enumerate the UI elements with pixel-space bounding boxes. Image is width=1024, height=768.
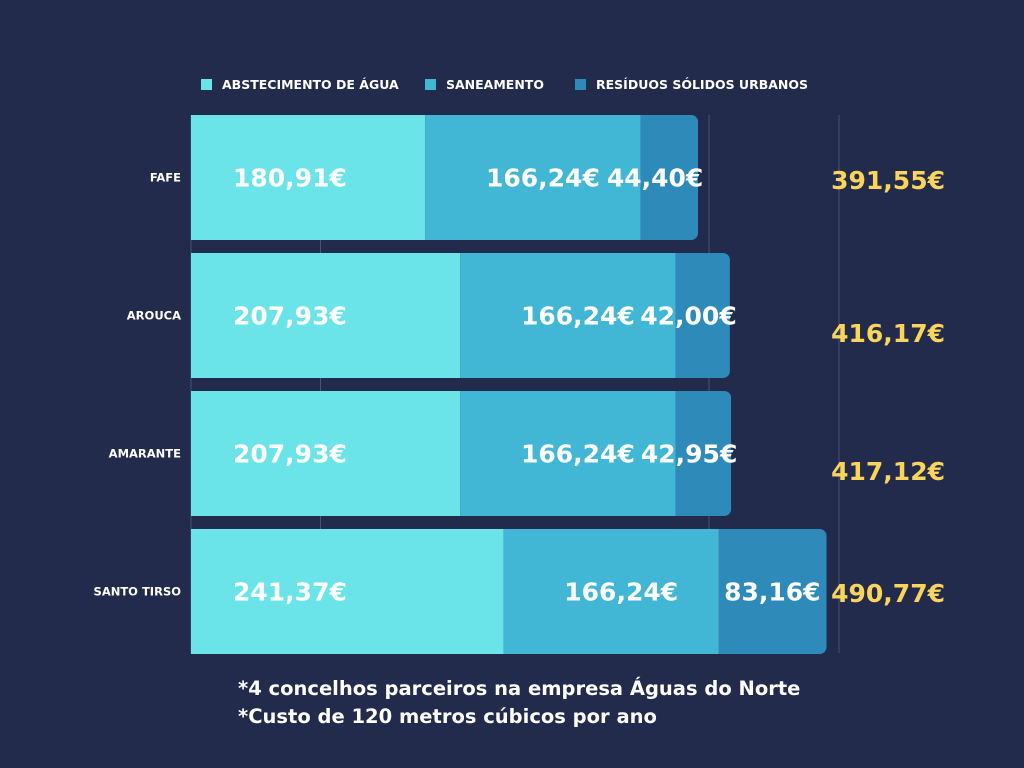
data-label: 166,24€ (564, 578, 678, 607)
data-label: 207,93€ (233, 302, 347, 331)
category-label: SANTO TIRSO (94, 585, 182, 599)
category-label: FAFE (150, 171, 181, 185)
bar-segment (718, 529, 827, 654)
bar-segment (191, 115, 426, 240)
legend-swatch (201, 79, 212, 90)
total-label: 417,12€ (831, 457, 945, 486)
bar-segment (191, 391, 461, 516)
legend-swatch (425, 79, 436, 90)
bar-segment (191, 253, 461, 378)
category-label: AROUCA (127, 309, 181, 323)
data-label: 44,40€ (607, 164, 703, 193)
footnote-volume: *Custo de 120 metros cúbicos por ano (238, 705, 657, 728)
category-label: AMARANTE (109, 447, 181, 461)
data-label: 42,00€ (640, 302, 736, 331)
total-label: 391,55€ (831, 166, 945, 195)
total-label: 416,17€ (831, 319, 945, 348)
legend-label: SANEAMENTO (446, 77, 544, 92)
bar-segment (460, 253, 676, 378)
data-label: 42,95€ (641, 440, 737, 469)
bar-segment (675, 391, 732, 516)
data-label: 207,93€ (233, 440, 347, 469)
bar-segment (460, 391, 676, 516)
bar-segment (675, 253, 730, 378)
data-label: 166,24€ (521, 440, 635, 469)
legend-label: RESÍDUOS SÓLIDOS URBANOS (596, 77, 808, 92)
data-label: 166,24€ (521, 302, 635, 331)
total-label: 490,77€ (831, 579, 945, 608)
data-label: 83,16€ (724, 578, 820, 607)
bar-segment (503, 529, 719, 654)
bar-segment (640, 115, 699, 240)
legend-label: ABSTECIMENTO DE ÁGUA (222, 77, 399, 92)
footnotes: *4 concelhos parceiros na empresa Águas … (238, 675, 800, 731)
data-label: 241,37€ (233, 578, 347, 607)
bar-segment (425, 115, 641, 240)
footnote-partners: *4 concelhos parceiros na empresa Águas … (238, 677, 801, 700)
bar-segment (191, 529, 504, 654)
legend-swatch (575, 79, 586, 90)
data-label: 180,91€ (233, 164, 347, 193)
data-label: 166,24€ (486, 164, 600, 193)
